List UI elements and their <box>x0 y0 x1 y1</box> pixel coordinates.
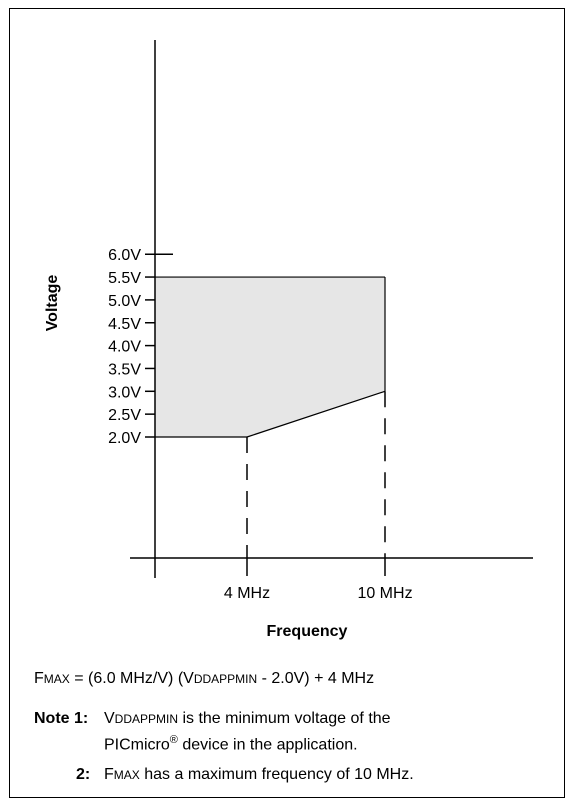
fmax-formula: FMAX = (6.0 MHz/V) (VDDAPPMIN - 2.0V) + … <box>34 670 374 688</box>
note-1-body-2: device in the application. <box>177 736 358 754</box>
x-tick-label: 10 MHz <box>357 585 412 602</box>
note-1-line-1: Note 1: <box>34 710 88 728</box>
note-2-body: has a maximum frequency of 10 MHz. <box>139 766 414 783</box>
note-1-label: Note 1: <box>34 710 89 727</box>
region-outline <box>155 276 386 438</box>
note-2-sub: MAX <box>113 768 140 782</box>
figure-frame <box>9 8 565 798</box>
y-tick-group: 2.0V 2.5V 3.0V 3.5V 4.0V 4.5V 5.0V 5.5V 6.0V <box>108 247 173 447</box>
note-1-text: VDDAPPMIN is the minimum voltage of the <box>104 710 391 728</box>
formula-eq-part2: - 2.0V) + 4 MHz <box>257 670 375 687</box>
region-edge <box>246 390 386 438</box>
note-2-label: 2: <box>76 766 91 783</box>
y-axis-title: Voltage <box>44 275 61 332</box>
note-1-device: PICmicro <box>104 736 170 754</box>
note-1-sub: DDAPPMIN <box>114 712 179 726</box>
y-tick-label: 5.0V <box>108 293 141 310</box>
formula-vdd-sub: DDAPPMIN <box>193 672 258 686</box>
y-tick-label: 2.5V <box>108 407 141 424</box>
note-1-line-2: PICmicro® device in the application. <box>104 734 358 754</box>
registered-mark: ® <box>169 734 178 746</box>
y-tick-label: 4.5V <box>108 316 141 333</box>
formula-eq-part1: = (6.0 MHz/V) (V <box>69 670 194 687</box>
note-1-v: V <box>104 710 115 727</box>
voltage-frequency-chart: 2.0V 2.5V 3.0V 3.5V 4.0V 4.5V 5.0V 5.5V 6.0V 4 M… <box>44 40 533 640</box>
note-2-f: F <box>104 766 114 783</box>
y-tick-label: 4.0V <box>108 339 141 356</box>
reference-lines <box>246 391 386 558</box>
y-tick-label: 6.0V <box>108 247 141 264</box>
x-tick-group: 4 MHz 10 MHz <box>224 558 413 602</box>
y-tick-label: 3.0V <box>108 384 141 401</box>
formula-fmax-sub: MAX <box>43 672 70 686</box>
x-tick-label: 4 MHz <box>224 585 270 602</box>
note-2: 2: <box>76 766 90 784</box>
x-axis-title: Frequency <box>267 623 348 640</box>
y-tick-label: 3.5V <box>108 361 141 378</box>
note-2-text: FMAX has a maximum frequency of 10 MHz. <box>104 766 414 784</box>
y-tick-label: 2.0V <box>108 430 141 447</box>
y-tick-label: 5.5V <box>108 270 141 287</box>
operating-region <box>155 277 385 437</box>
formula-fmax-letter: F <box>34 670 44 687</box>
note-1-body: is the minimum voltage of the <box>178 710 391 727</box>
